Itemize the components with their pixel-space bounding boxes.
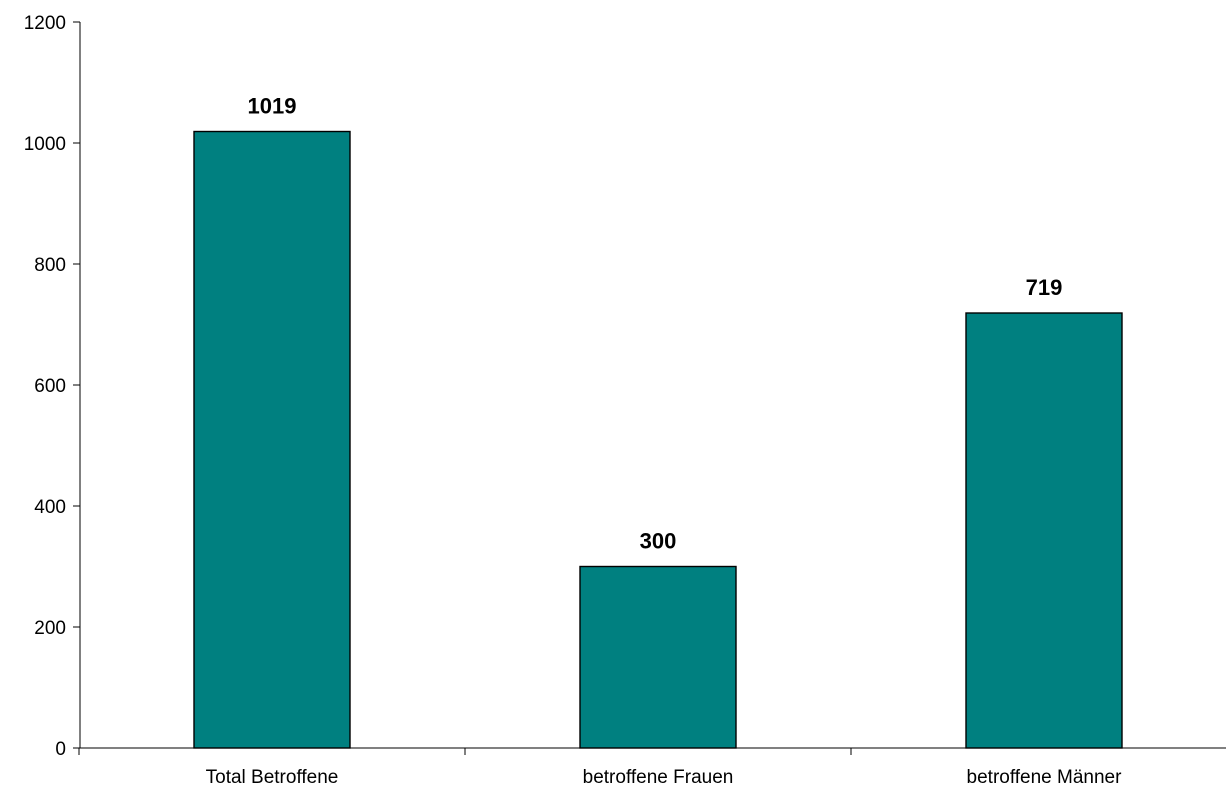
bar — [193, 130, 351, 749]
data-label: 300 — [640, 529, 677, 554]
data-label: 719 — [1026, 275, 1063, 300]
y-axis-ticks: 0 200 400 600 800 1000 1200 — [24, 13, 80, 760]
y-tick-label: 800 — [34, 255, 66, 276]
x-category-label: betroffene Frauen — [583, 767, 734, 788]
bar — [965, 312, 1123, 749]
y-tick-label: 1200 — [24, 13, 66, 34]
x-category-label: betroffene Männer — [967, 767, 1123, 788]
data-labels: 1019 300 719 — [248, 94, 1063, 554]
y-tick-label: 400 — [34, 497, 66, 518]
y-tick-label: 200 — [34, 618, 66, 639]
y-tick-label: 0 — [55, 739, 66, 760]
x-axis-ticks: Total Betroffene betroffene Frauen betroff… — [78, 748, 1123, 788]
x-category-label: Total Betroffene — [206, 767, 339, 788]
y-tick-label: 1000 — [24, 134, 66, 155]
y-tick-label: 600 — [34, 376, 66, 397]
data-label: 1019 — [248, 94, 297, 119]
bars — [193, 130, 1123, 749]
bar — [579, 565, 737, 749]
